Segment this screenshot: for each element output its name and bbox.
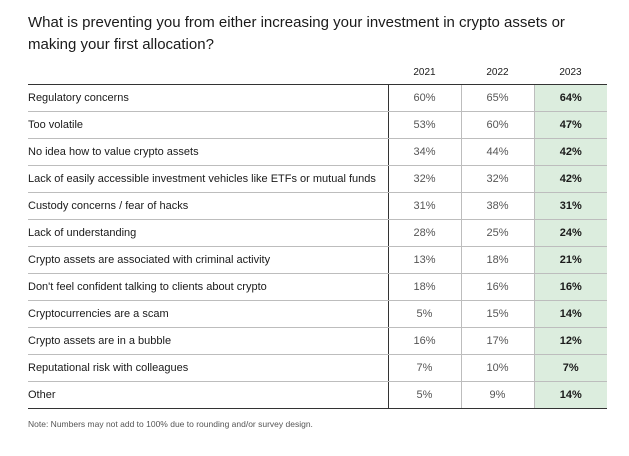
table-row: No idea how to value crypto assets 34% 44%… bbox=[28, 138, 607, 166]
row-label: Cryptocurrencies are a scam bbox=[28, 300, 388, 328]
row-label: Lack of easily accessible investment veh… bbox=[28, 165, 388, 193]
table-row: Lack of easily accessible investment veh… bbox=[28, 165, 607, 193]
value-cell-2022: 9% bbox=[460, 381, 534, 409]
value-cell-2023: 12% bbox=[533, 327, 607, 355]
value-cell-2022: 60% bbox=[460, 111, 534, 139]
value-cell-2022: 18% bbox=[460, 246, 534, 274]
value-cell-2022: 38% bbox=[460, 192, 534, 220]
footnote: Note: Numbers may not add to 100% due to… bbox=[28, 419, 313, 429]
value-cell-2023: 31% bbox=[533, 192, 607, 220]
row-label: No idea how to value crypto assets bbox=[28, 138, 388, 166]
table-row: Don't feel confident talking to clients … bbox=[28, 273, 607, 301]
value-cell-2023: 24% bbox=[533, 219, 607, 247]
value-cell-2022: 65% bbox=[460, 84, 534, 112]
value-cell-2022: 15% bbox=[460, 300, 534, 328]
value-cell-2022: 25% bbox=[460, 219, 534, 247]
value-cell-2022: 16% bbox=[460, 273, 534, 301]
column-header-2021: 2021 bbox=[388, 60, 461, 85]
table-row: Custody concerns / fear of hacks 31% 38% 31… bbox=[28, 192, 607, 220]
value-cell-2023: 14% bbox=[533, 300, 607, 328]
table-row: Too volatile 53% 60% 47% bbox=[28, 111, 607, 139]
column-header-2023: 2023 bbox=[534, 60, 607, 85]
row-label: Crypto assets are associated with crimin… bbox=[28, 246, 388, 274]
table-row: Crypto assets are associated with crimin… bbox=[28, 246, 607, 274]
value-cell-2021: 53% bbox=[387, 111, 461, 139]
value-cell-2021: 28% bbox=[387, 219, 461, 247]
row-label: Too volatile bbox=[28, 111, 388, 139]
value-cell-2022: 32% bbox=[460, 165, 534, 193]
value-cell-2022: 44% bbox=[460, 138, 534, 166]
value-cell-2021: 5% bbox=[387, 381, 461, 409]
value-cell-2023: 21% bbox=[533, 246, 607, 274]
value-cell-2021: 13% bbox=[387, 246, 461, 274]
table-row: Regulatory concerns 60% 65% 64% bbox=[28, 84, 607, 112]
table-row: Reputational risk with colleagues 7% 10% 7% bbox=[28, 354, 607, 382]
value-cell-2021: 7% bbox=[387, 354, 461, 382]
value-cell-2021: 60% bbox=[387, 84, 461, 112]
header-row: 2021 2022 2023 bbox=[28, 60, 607, 85]
survey-table: 2021 2022 2023 Regulatory concerns 60% 65%… bbox=[28, 60, 607, 409]
table-row: Cryptocurrencies are a scam 5% 15% 14% bbox=[28, 300, 607, 328]
row-label: Regulatory concerns bbox=[28, 84, 388, 112]
value-cell-2021: 5% bbox=[387, 300, 461, 328]
table-row: Other 5% 9% 14% bbox=[28, 381, 607, 409]
row-label: Don't feel confident talking to clients … bbox=[28, 273, 388, 301]
table-body: Regulatory concerns 60% 65% 64% Too volatile… bbox=[28, 84, 607, 409]
value-cell-2021: 16% bbox=[387, 327, 461, 355]
column-header-2022: 2022 bbox=[461, 60, 534, 85]
header-label-cell bbox=[28, 60, 388, 85]
value-cell-2022: 10% bbox=[460, 354, 534, 382]
value-cell-2023: 64% bbox=[533, 84, 607, 112]
value-cell-2023: 7% bbox=[533, 354, 607, 382]
value-cell-2021: 31% bbox=[387, 192, 461, 220]
row-label: Crypto assets are in a bubble bbox=[28, 327, 388, 355]
value-cell-2023: 42% bbox=[533, 138, 607, 166]
value-cell-2021: 34% bbox=[387, 138, 461, 166]
value-cell-2022: 17% bbox=[460, 327, 534, 355]
value-cell-2023: 42% bbox=[533, 165, 607, 193]
row-label: Lack of understanding bbox=[28, 219, 388, 247]
value-cell-2023: 47% bbox=[533, 111, 607, 139]
row-label: Custody concerns / fear of hacks bbox=[28, 192, 388, 220]
chart-title: What is preventing you from either incre… bbox=[28, 14, 565, 53]
value-cell-2023: 14% bbox=[533, 381, 607, 409]
table-row: Lack of understanding 28% 25% 24% bbox=[28, 219, 607, 247]
row-label: Other bbox=[28, 381, 388, 409]
value-cell-2021: 18% bbox=[387, 273, 461, 301]
row-label: Reputational risk with colleagues bbox=[28, 354, 388, 382]
table-row: Crypto assets are in a bubble 16% 17% 12% bbox=[28, 327, 607, 355]
value-cell-2021: 32% bbox=[387, 165, 461, 193]
value-cell-2023: 16% bbox=[533, 273, 607, 301]
